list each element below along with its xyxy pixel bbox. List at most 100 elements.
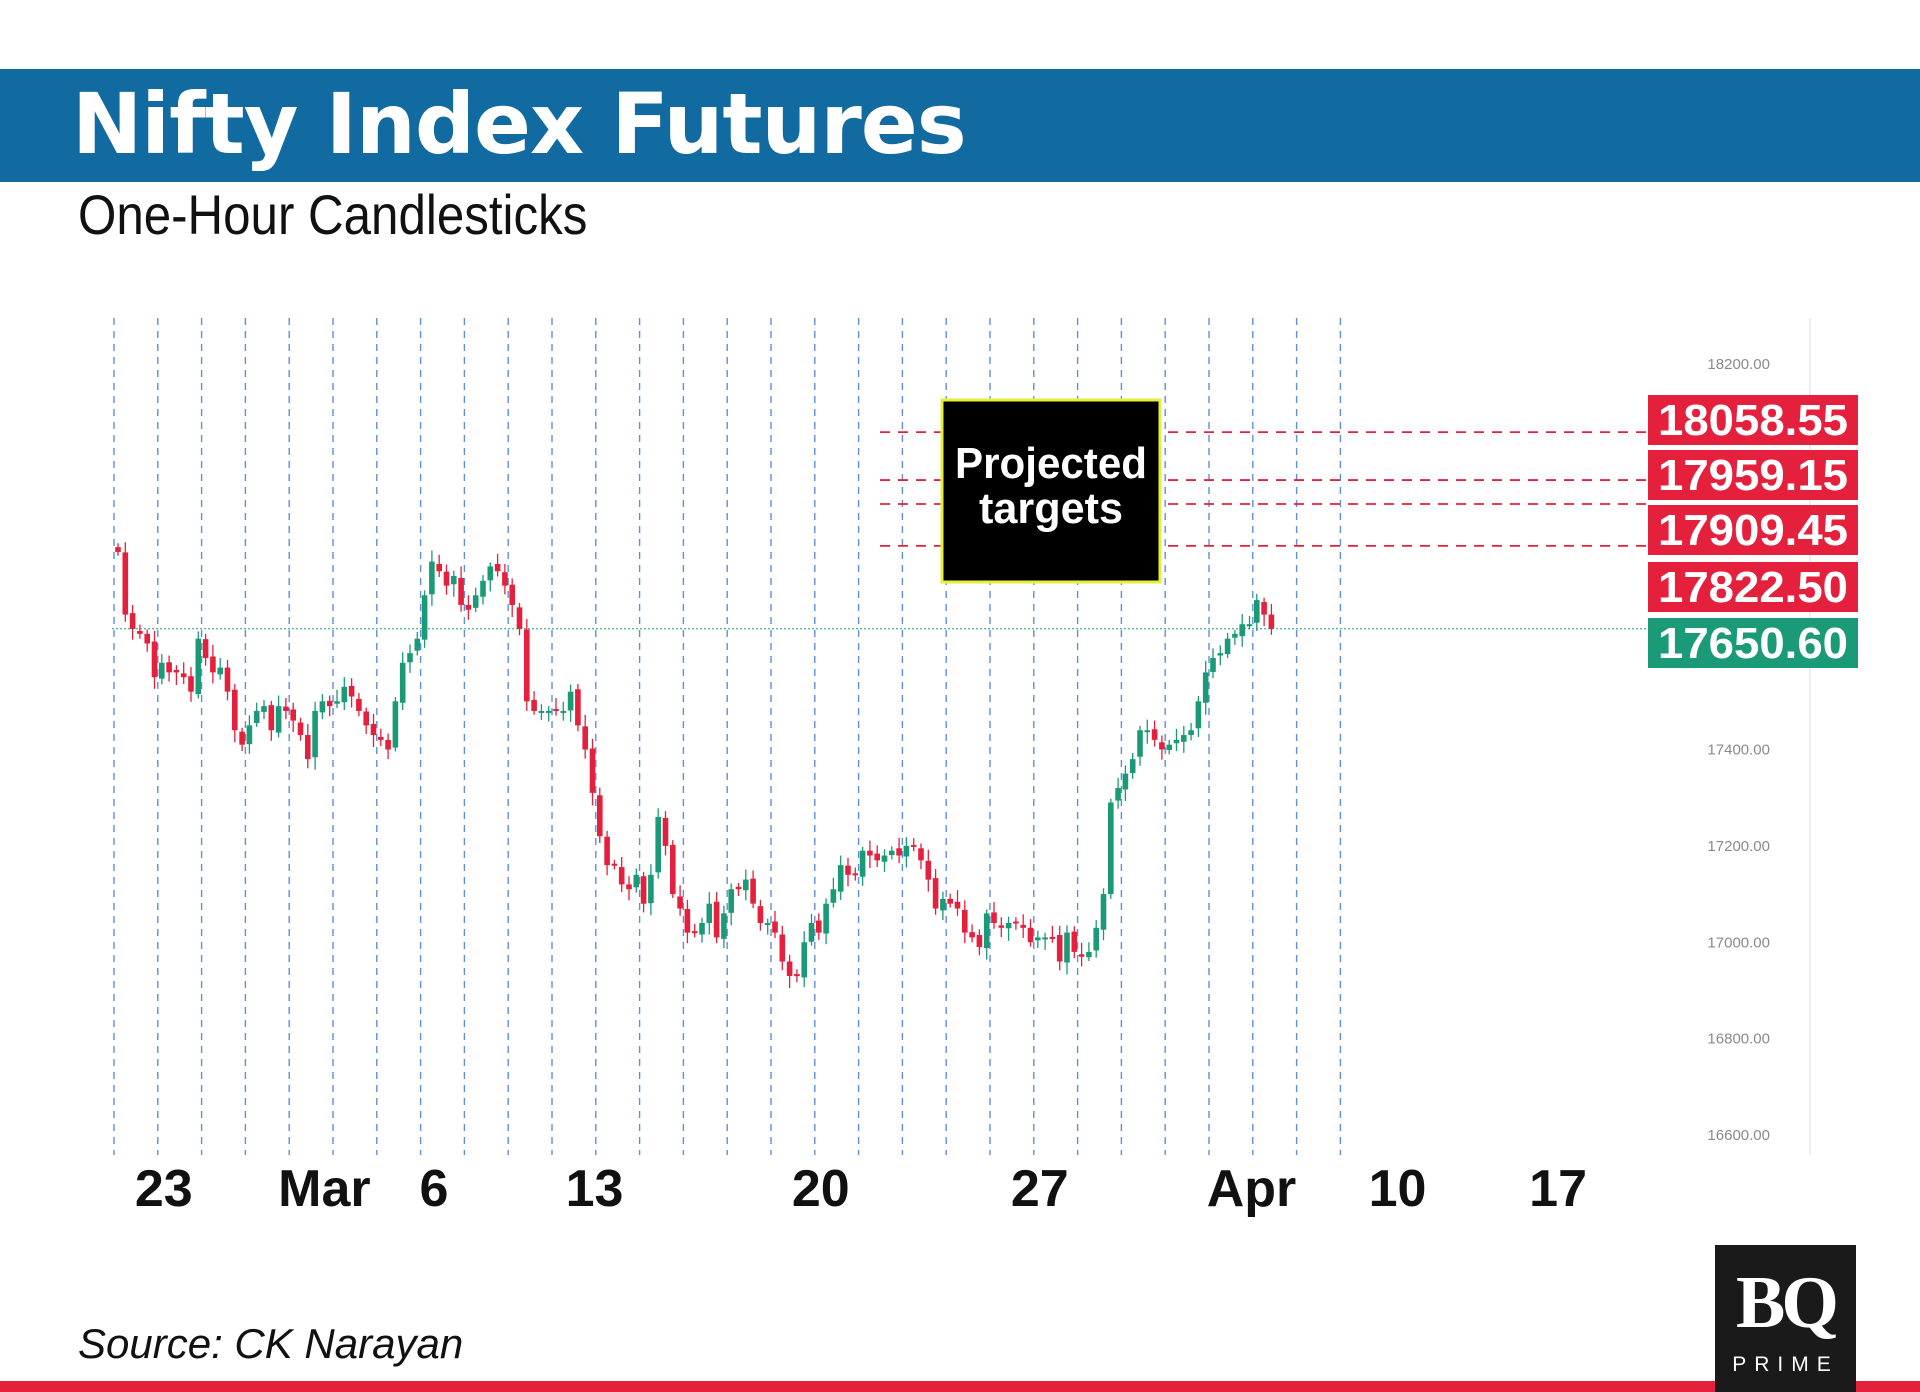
candle-body <box>180 673 187 678</box>
candle-body <box>567 691 574 711</box>
candle-body <box>378 736 384 740</box>
candle-body <box>268 705 275 731</box>
candle-body <box>356 698 362 711</box>
candle-body <box>1188 730 1194 736</box>
candle-body <box>604 836 610 866</box>
candle-body <box>122 552 129 615</box>
candle-body <box>1239 624 1245 637</box>
candle-body <box>582 726 588 750</box>
candle-body <box>808 922 815 942</box>
candle-body <box>1210 657 1216 672</box>
candle-body <box>188 676 194 692</box>
candle-body <box>947 898 953 904</box>
candle-body <box>969 932 975 938</box>
target-value: 17959.15 <box>1658 451 1848 500</box>
current-price-tag <box>1648 618 1858 668</box>
candle-body <box>1042 937 1048 940</box>
candle-body <box>326 700 333 707</box>
candle-body <box>925 860 932 880</box>
candle-body <box>1020 924 1026 928</box>
candle-body <box>524 629 530 702</box>
candle-body <box>1137 730 1143 757</box>
candle-body <box>859 850 866 877</box>
candle-body <box>691 931 698 934</box>
x-tick-label: 27 <box>1011 1160 1069 1218</box>
candle-body <box>1181 735 1187 742</box>
candle-body <box>1013 921 1019 924</box>
candle-body <box>370 723 377 736</box>
current-price-value: 17650.60 <box>1658 619 1848 668</box>
candle-body <box>429 561 435 595</box>
candle-body <box>743 879 749 891</box>
candle-body <box>626 884 632 890</box>
accent-bar <box>0 1381 1920 1392</box>
candle-body <box>1005 922 1012 929</box>
logo-mark: BQ <box>1736 1262 1839 1344</box>
candle-body <box>874 853 880 861</box>
candle-body <box>830 889 837 903</box>
x-tick-label: Mar <box>278 1160 370 1218</box>
candle-body <box>137 630 143 634</box>
candle-body <box>648 874 654 904</box>
candle-body <box>319 701 326 713</box>
candle-body <box>399 662 406 703</box>
candle-body <box>1159 742 1165 750</box>
candle-body <box>706 903 713 923</box>
candle-body <box>451 576 457 585</box>
candle-body <box>1056 935 1063 962</box>
x-tick-label: Apr <box>1207 1160 1297 1218</box>
candle-body <box>735 886 742 890</box>
candle-body <box>611 863 618 866</box>
x-tick-label: 20 <box>792 1160 850 1218</box>
candle-body <box>662 817 669 846</box>
y-tick-label: 16800.00 <box>1707 1031 1770 1048</box>
candle-body <box>757 906 764 923</box>
candle-body <box>1268 614 1275 630</box>
target-tag <box>1648 562 1858 612</box>
candle-body <box>983 913 990 949</box>
source-note: Source: CK Narayan <box>78 1320 464 1367</box>
candle-body <box>1144 730 1151 733</box>
candle-body <box>684 909 691 933</box>
candle-body <box>560 710 567 713</box>
candle-body <box>1100 894 1107 930</box>
candle-body <box>1064 932 1070 963</box>
candle-body <box>1122 773 1129 790</box>
candle-body <box>509 584 515 605</box>
candle-body <box>1254 600 1260 623</box>
candle-body <box>246 725 253 745</box>
candle-body <box>976 935 983 948</box>
candle-body <box>940 898 946 911</box>
candle-body <box>932 878 939 909</box>
candle-body <box>363 711 369 726</box>
candle-body <box>1224 638 1231 655</box>
projected-targets-box <box>940 398 1162 584</box>
candle-body <box>436 563 442 572</box>
candle-body <box>772 921 778 933</box>
candle-body <box>531 699 537 711</box>
candle-body <box>1232 633 1238 638</box>
candle-body <box>816 920 822 933</box>
chart-title: Nifty Index Futures <box>72 75 967 173</box>
candle-body <box>867 850 873 856</box>
candle-body <box>1086 951 1092 958</box>
candle-body <box>392 701 399 748</box>
candle-body <box>670 844 676 895</box>
candle-body <box>283 706 289 711</box>
candle-body <box>1108 802 1114 895</box>
y-tick-label: 18200.00 <box>1707 356 1770 373</box>
candle-body <box>618 867 625 885</box>
candle-body <box>538 710 545 713</box>
candle-body <box>954 901 961 909</box>
candle-body <box>144 633 150 644</box>
x-tick-label: 17 <box>1529 1160 1587 1218</box>
target-value: 17822.50 <box>1658 563 1848 612</box>
candle-body <box>962 909 968 933</box>
y-tick-label: 17200.00 <box>1707 838 1770 855</box>
target-tag <box>1648 505 1858 555</box>
candle-body <box>159 662 165 679</box>
candle-body <box>458 577 464 605</box>
candle-body <box>677 896 683 909</box>
candle-body <box>407 653 413 663</box>
candle-body <box>764 922 771 925</box>
